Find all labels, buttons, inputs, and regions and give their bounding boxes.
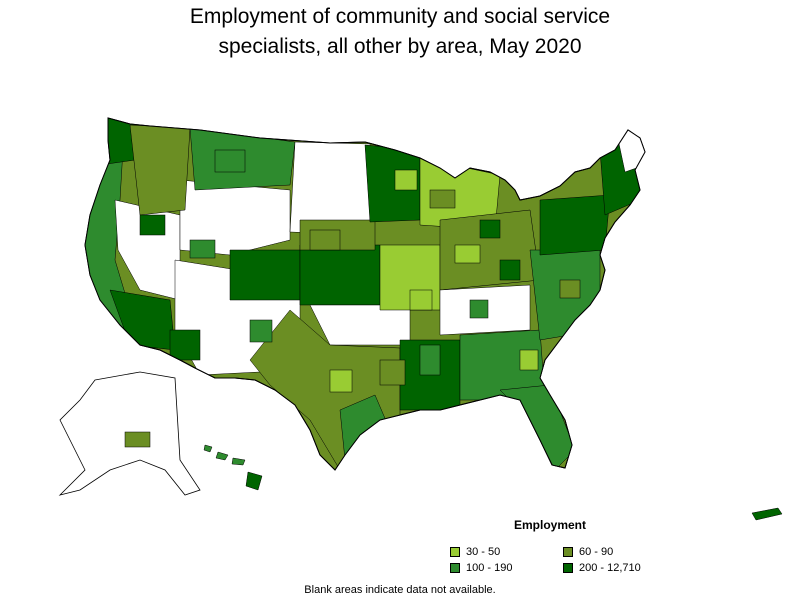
patch-6 <box>469 299 489 319</box>
patch-18 <box>479 219 501 239</box>
region-mid-atlantic <box>539 194 611 256</box>
legend-label: 60 - 90 <box>579 546 614 558</box>
alaska <box>58 371 201 496</box>
legend-label: 30 - 50 <box>466 546 501 558</box>
contiguous-us <box>84 117 646 471</box>
patch-12 <box>519 349 539 371</box>
map-title-line-1: Employment of community and social servi… <box>189 5 611 28</box>
patch-10 <box>169 329 201 361</box>
legend-item-200-12710: 200 - 12,710 <box>563 562 641 574</box>
legend-swatch <box>563 547 573 557</box>
legend-swatch <box>450 563 460 573</box>
patch-7 <box>379 359 406 386</box>
legend-item-30-50: 30 - 50 <box>450 546 500 558</box>
alaska-region <box>124 431 151 448</box>
patch-11 <box>249 319 273 343</box>
legend-item-60-90: 60 - 90 <box>563 546 613 558</box>
legend-item-100-190: 100 - 190 <box>450 562 512 574</box>
region-kansas <box>299 244 381 306</box>
patch-13 <box>559 279 581 299</box>
patch-4 <box>499 259 521 281</box>
patch-9 <box>329 369 353 393</box>
legend-label: 100 - 190 <box>466 562 513 574</box>
patch-15 <box>139 214 166 236</box>
patch-5 <box>409 289 433 311</box>
map-title: Employment of community and social servi… <box>0 2 800 62</box>
map-title-line-2: specialists, all other by area, May 2020 <box>218 35 582 58</box>
patch-2 <box>309 229 341 251</box>
region-idaho <box>129 124 191 216</box>
legend-swatch <box>563 563 573 573</box>
patch-3 <box>454 244 481 264</box>
legend-swatch <box>450 547 460 557</box>
legend-title: Employment <box>513 518 586 532</box>
patch-8 <box>419 344 441 376</box>
legend-label: 200 - 12,710 <box>579 562 641 574</box>
region-colorado <box>229 249 301 301</box>
patch-17 <box>429 189 456 209</box>
region-great-basin-blank <box>179 179 291 256</box>
patch-1 <box>214 149 246 173</box>
puerto-rico <box>751 507 783 521</box>
patch-16 <box>394 169 418 191</box>
hawaii <box>203 444 263 491</box>
no-data-note: Blank areas indicate data not available. <box>304 584 496 596</box>
patch-14 <box>189 239 216 259</box>
